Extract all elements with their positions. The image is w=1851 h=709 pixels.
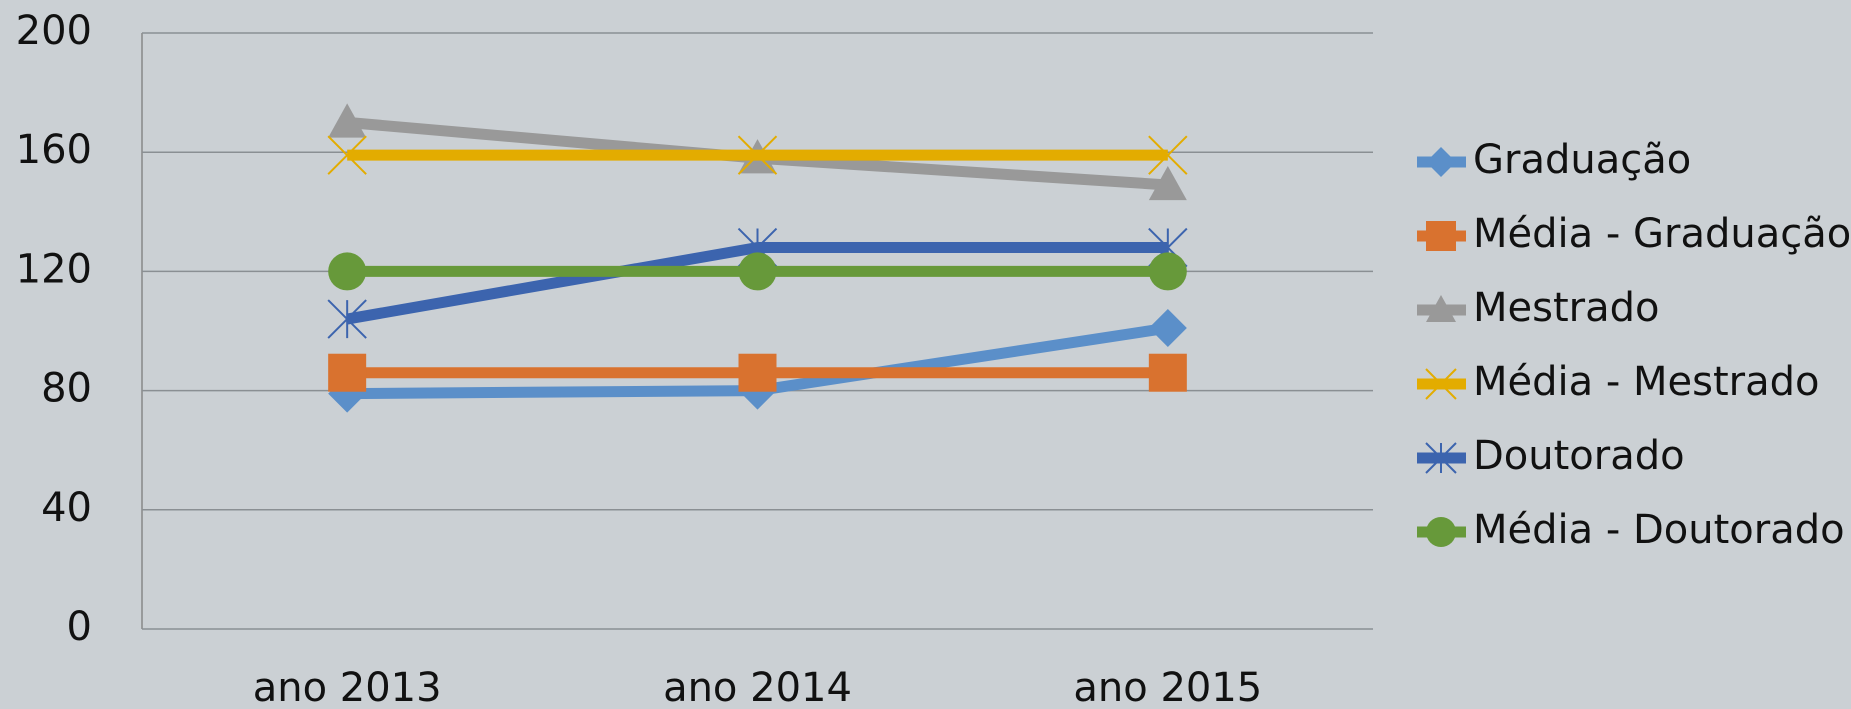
marker xyxy=(1148,353,1187,392)
y-tick-label: 80 xyxy=(41,366,92,412)
marker xyxy=(1426,295,1456,322)
marker xyxy=(1148,309,1187,348)
legend-label: Graduação xyxy=(1473,137,1691,183)
y-tick-label: 120 xyxy=(16,246,92,292)
marker xyxy=(738,252,777,291)
marker xyxy=(1148,252,1187,291)
y-tick-label: 0 xyxy=(67,604,92,650)
legend-label: Média - Doutorado xyxy=(1473,507,1845,553)
marker xyxy=(327,135,367,175)
marker xyxy=(1425,442,1457,474)
legend-label: Média - Graduação xyxy=(1473,211,1851,257)
marker xyxy=(328,353,367,392)
x-tick-label: ano 2014 xyxy=(663,665,852,709)
legend-label: Mestrado xyxy=(1473,285,1659,331)
marker xyxy=(738,353,777,392)
y-tick-label: 200 xyxy=(16,8,92,54)
marker xyxy=(1426,517,1456,547)
legend-label: Doutorado xyxy=(1473,433,1685,479)
marker xyxy=(1426,221,1456,251)
x-tick-label: ano 2013 xyxy=(253,665,442,709)
marker xyxy=(1425,368,1457,400)
marker xyxy=(1426,147,1456,177)
y-tick-label: 40 xyxy=(41,485,92,531)
marker xyxy=(1148,135,1188,175)
marker xyxy=(328,103,367,138)
marker xyxy=(1148,165,1187,201)
marker xyxy=(327,299,367,339)
y-tick-label: 160 xyxy=(16,127,92,173)
marker xyxy=(737,135,778,175)
x-tick-label: ano 2015 xyxy=(1073,665,1262,709)
marker xyxy=(328,252,367,291)
legend-label: Média - Mestrado xyxy=(1473,359,1819,405)
